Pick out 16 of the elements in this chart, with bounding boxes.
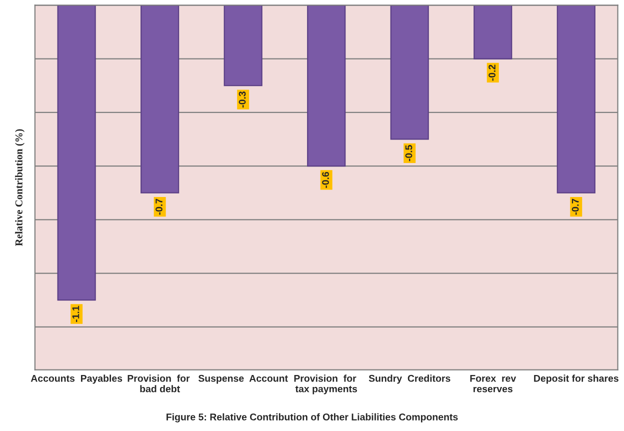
x-tick-label: Accounts Payables	[30, 374, 122, 384]
x-tick-label: Provision for bad debt	[128, 374, 190, 392]
data-label: -0.7	[156, 198, 162, 215]
x-tick-label: Suspense Account	[198, 374, 288, 384]
x-tick-label: Sundry Creditors	[368, 374, 450, 384]
y-axis-title: Relative Contribution (%)	[15, 129, 25, 246]
x-tick-label: Provision for tax payments	[294, 374, 358, 394]
data-label: -1.1	[72, 306, 80, 322]
data-label: -0.3	[238, 92, 246, 108]
caption: Figure 5: Relative Contribution of Other Liabilities Components	[166, 413, 458, 422]
data-label: -0.6	[322, 172, 329, 188]
x-tick-label: Forex rev reserves	[470, 375, 516, 392]
data-label: -0.2	[488, 64, 496, 81]
x-tick-label: Deposit for shares	[534, 374, 618, 384]
data-label: -0.5	[405, 145, 412, 162]
data-label: -0.7	[572, 198, 579, 215]
